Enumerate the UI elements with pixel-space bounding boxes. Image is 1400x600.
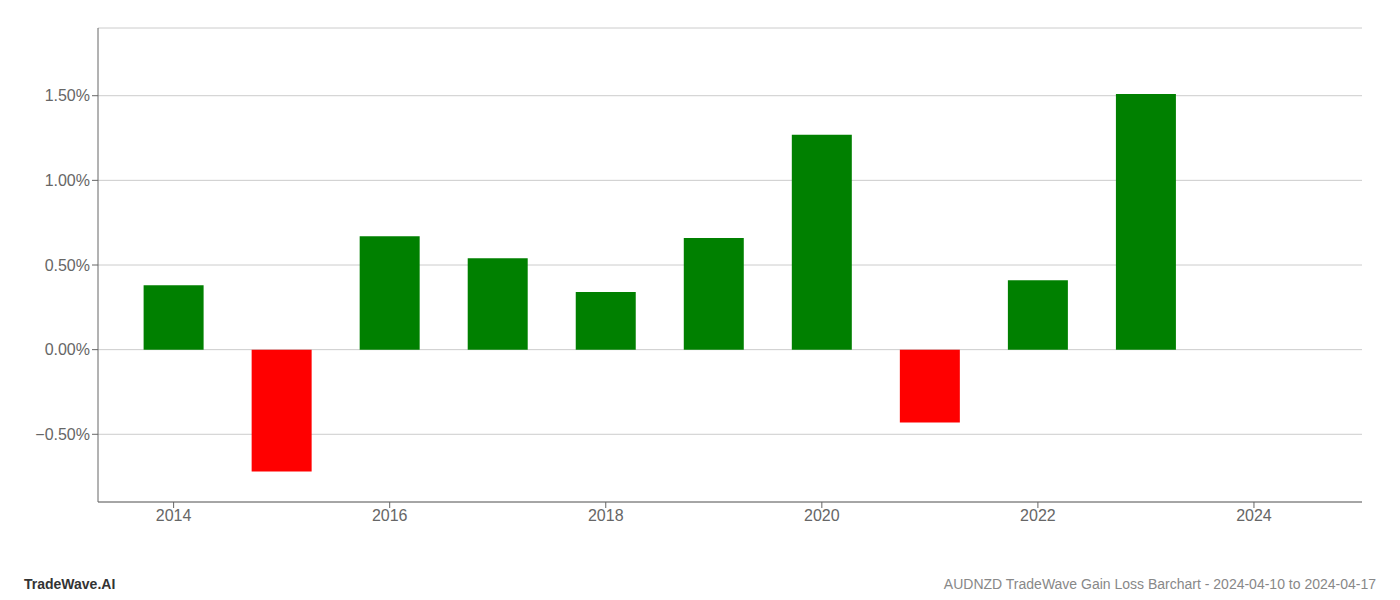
svg-text:2022: 2022 — [1020, 507, 1056, 524]
svg-text:0.00%: 0.00% — [45, 341, 90, 358]
svg-text:1.00%: 1.00% — [45, 172, 90, 189]
svg-text:2024: 2024 — [1236, 507, 1272, 524]
svg-text:2020: 2020 — [804, 507, 840, 524]
html-text:AUDNZD TradeWave Gain Loss Bar: AUDNZD TradeWave Gain Loss Barchart - 20… — [943, 576, 1376, 592]
svg-text:2016: 2016 — [372, 507, 408, 524]
html-text:TradeWave.AI: TradeWave.AI — [24, 576, 116, 592]
svg-text:2018: 2018 — [588, 507, 624, 524]
svg-text:2014: 2014 — [156, 507, 192, 524]
svg-text:1.50%: 1.50% — [45, 87, 90, 104]
svg-text:−0.50%: −0.50% — [35, 426, 90, 443]
svg-text:0.50%: 0.50% — [45, 257, 90, 274]
